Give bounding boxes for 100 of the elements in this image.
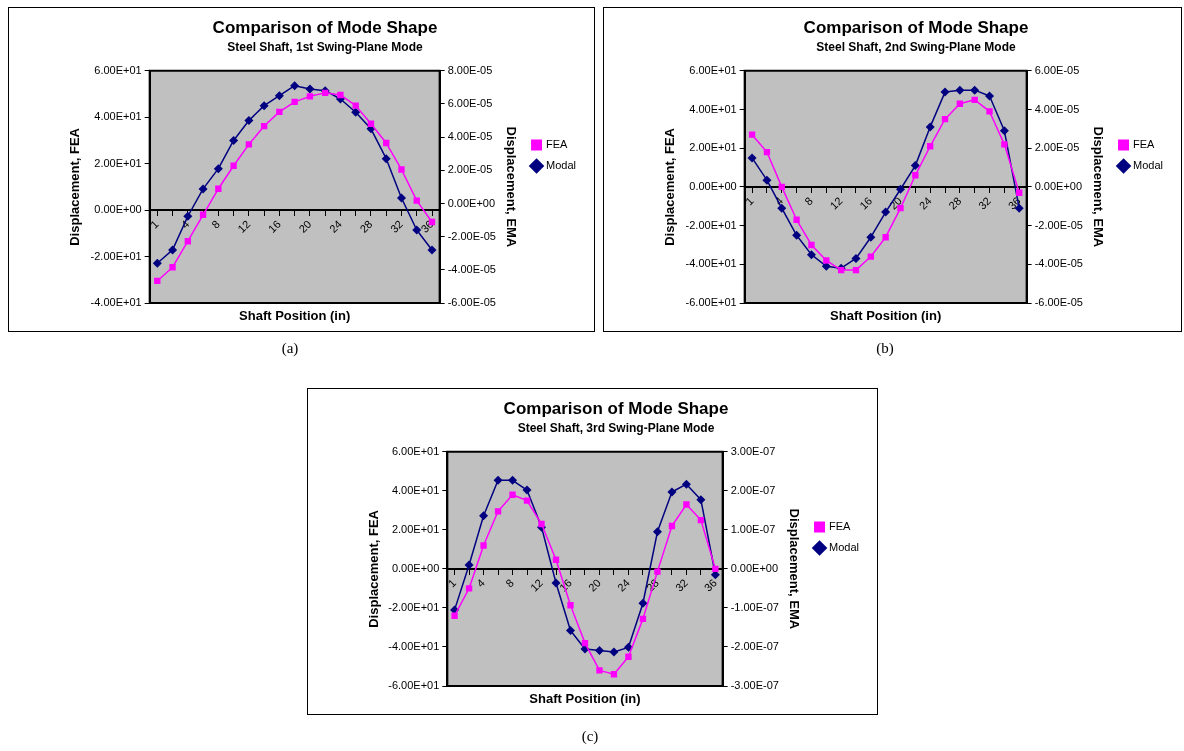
- x-tick-label: 12: [827, 194, 845, 212]
- point: [882, 234, 889, 241]
- y2-tick-label: -2.00E-05: [1034, 218, 1083, 231]
- point: [538, 520, 545, 528]
- point: [413, 197, 420, 204]
- y2-tick-label: -6.00E-05: [447, 296, 496, 309]
- y2-tick-label: 6.00E-05: [447, 97, 493, 109]
- point: [479, 511, 489, 521]
- point: [867, 253, 874, 260]
- y2-tick-label: 8.00E-05: [447, 63, 493, 76]
- y-tick-label: 6.00E+01: [689, 63, 737, 76]
- y2-tick-label: -4.00E-05: [447, 262, 496, 275]
- y-tick-label: -2.00E+01: [90, 249, 142, 262]
- point: [215, 185, 222, 192]
- point: [712, 565, 719, 573]
- point: [230, 162, 237, 169]
- chart-title: Comparison of Mode Shape: [803, 17, 1029, 37]
- x-tick-label: 16: [857, 194, 875, 212]
- point: [747, 153, 757, 163]
- point: [696, 495, 706, 505]
- point: [609, 647, 619, 657]
- point: [464, 560, 474, 570]
- point: [493, 475, 503, 485]
- legend-label: Modal: [546, 159, 577, 172]
- point: [480, 542, 487, 549]
- y2-tick-label: -1.00E-07: [730, 600, 779, 613]
- point: [806, 250, 816, 260]
- y-axis-title: Displacement, FEA: [366, 509, 382, 628]
- point: [229, 135, 239, 145]
- y2-tick-label: 3.00E-07: [730, 444, 776, 457]
- y2-tick-label: 6.00E-05: [1034, 63, 1080, 76]
- point: [396, 193, 406, 203]
- point: [183, 211, 193, 221]
- point: [465, 585, 473, 592]
- y2-axis-title: Displacement, EMA: [787, 508, 803, 630]
- x-tick-label: 28: [946, 194, 964, 212]
- point: [986, 108, 993, 115]
- y-tick-label: 0.00E+00: [689, 179, 737, 192]
- point: [523, 497, 531, 504]
- y-tick-label: -4.00E+01: [90, 296, 142, 309]
- y2-tick-label: 2.00E-05: [1034, 141, 1080, 154]
- x-tick-label: 20: [585, 576, 604, 594]
- y2-tick-label: -3.00E-07: [730, 679, 779, 692]
- point: [748, 131, 756, 138]
- y-tick-label: 6.00E+01: [391, 444, 440, 457]
- y2-tick-label: 0.00E+00: [730, 561, 779, 574]
- point: [565, 626, 575, 636]
- legend-label: FEA: [1133, 138, 1156, 151]
- y2-tick-label: -4.00E-05: [1034, 257, 1083, 270]
- point: [427, 245, 437, 255]
- y2-tick-label: 0.00E+00: [447, 196, 496, 209]
- point: [985, 91, 995, 101]
- point: [352, 102, 359, 109]
- point: [213, 164, 223, 174]
- x-tick-label: 16: [265, 217, 283, 236]
- point: [494, 508, 502, 515]
- y2-tick-label: -2.00E-05: [447, 229, 496, 242]
- y2-tick-label: 1.00E-07: [730, 522, 776, 535]
- text: (c): [580, 728, 600, 745]
- y-tick-label: -2.00E+01: [388, 600, 440, 613]
- x-tick-label: 24: [326, 217, 344, 236]
- y-tick-label: 0.00E+00: [94, 203, 142, 216]
- point: [851, 254, 861, 263]
- point: [508, 475, 518, 485]
- text: (a): [280, 340, 300, 357]
- y-tick-label: 2.00E+01: [391, 522, 440, 535]
- point: [881, 207, 891, 217]
- point: [940, 87, 950, 97]
- point: [999, 126, 1009, 136]
- point: [683, 501, 690, 508]
- point: [169, 264, 176, 271]
- x-tick-label: 8: [209, 217, 222, 231]
- y2-axis-title: Displacement, EMA: [1091, 126, 1107, 248]
- point: [594, 645, 604, 655]
- x-tick-label: 12: [527, 576, 546, 594]
- y-axis-title: Displacement, FEA: [67, 127, 83, 246]
- point: [337, 91, 344, 99]
- chart-title: Comparison of Mode Shape: [212, 17, 438, 37]
- point: [381, 154, 391, 164]
- y-tick-label: -6.00E+01: [388, 679, 440, 692]
- point: [152, 258, 162, 268]
- y-tick-label: 0.00E+00: [391, 561, 440, 574]
- x-tick-label: 28: [357, 217, 375, 236]
- point: [168, 245, 178, 255]
- point: [652, 527, 662, 537]
- point: [412, 225, 422, 235]
- y2-tick-label: 2.00E-07: [730, 483, 776, 496]
- point: [895, 184, 905, 194]
- x-axis-title: Shaft Position (in): [239, 308, 351, 324]
- legend-label: FEA: [546, 138, 569, 151]
- y2-tick-label: -2.00E-07: [730, 640, 779, 652]
- point: [823, 257, 830, 264]
- point: [910, 161, 920, 171]
- x-axis-title: Shaft Position (in): [529, 691, 641, 707]
- point: [259, 101, 269, 111]
- point: [866, 232, 876, 242]
- point: [667, 487, 677, 497]
- point: [955, 85, 965, 95]
- y2-tick-label: 2.00E-05: [447, 163, 493, 176]
- point: [912, 172, 919, 179]
